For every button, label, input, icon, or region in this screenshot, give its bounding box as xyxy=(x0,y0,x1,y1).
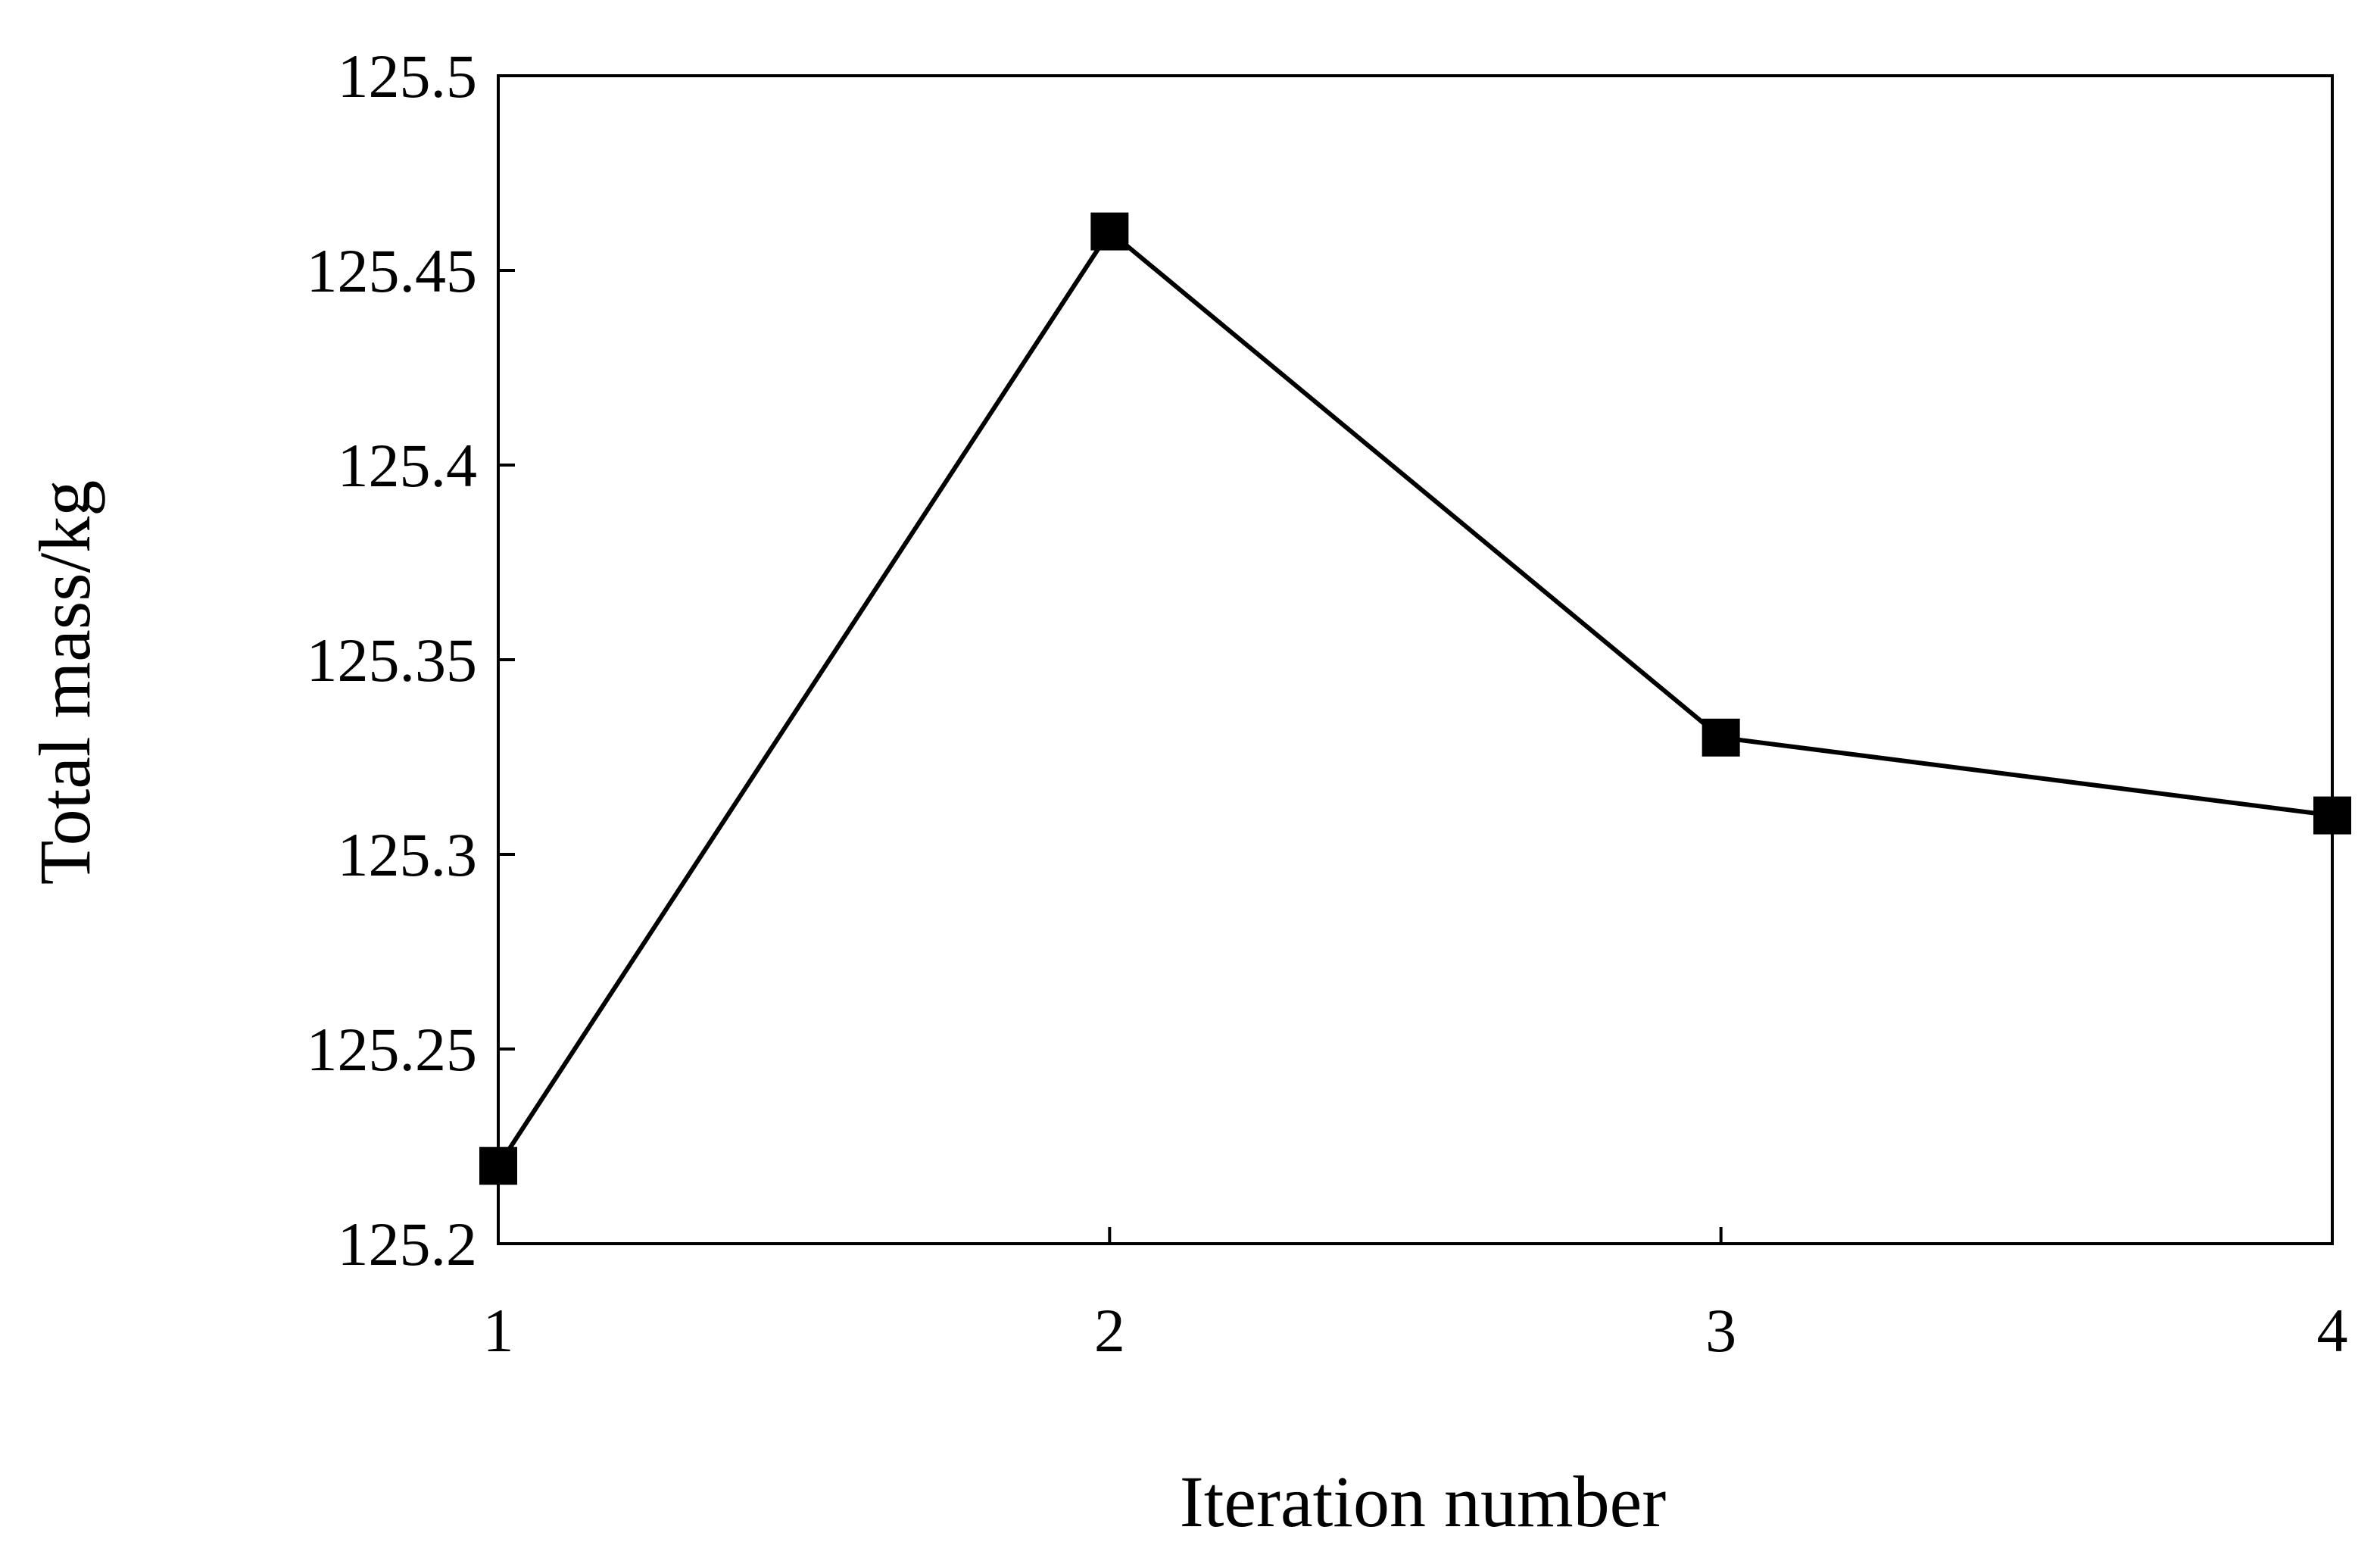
y-tick-label: 125.3 xyxy=(338,820,478,889)
x-tick-label: 4 xyxy=(2317,1296,2348,1365)
y-tick-label: 125.5 xyxy=(338,42,478,111)
series-line xyxy=(496,228,2333,1167)
y-tick-label: 125.2 xyxy=(338,1210,478,1279)
data-point-marker xyxy=(479,1147,517,1185)
x-axis: 1 2 3 4 xyxy=(483,1227,2348,1365)
x-axis-label: Iteration number xyxy=(1180,1461,1666,1542)
data-point-marker xyxy=(1090,212,1129,251)
y-tick-label: 125.35 xyxy=(307,626,478,695)
data-point-marker xyxy=(1702,718,1740,757)
data-point-marker xyxy=(2313,796,2351,835)
y-axis: 125.2 125.25 125.3 125.35 125.4 125.45 125.5 xyxy=(307,42,515,1279)
x-tick-label: 3 xyxy=(1705,1296,1736,1365)
y-tick-label: 125.45 xyxy=(307,236,478,305)
x-tick-label: 2 xyxy=(1094,1296,1125,1365)
y-tick-label: 125.25 xyxy=(307,1015,478,1084)
series-layer xyxy=(479,212,2351,1185)
y-tick-label: 125.4 xyxy=(338,431,478,500)
y-axis-label: Total mass/kg xyxy=(24,480,105,885)
x-tick-label: 1 xyxy=(483,1296,514,1365)
